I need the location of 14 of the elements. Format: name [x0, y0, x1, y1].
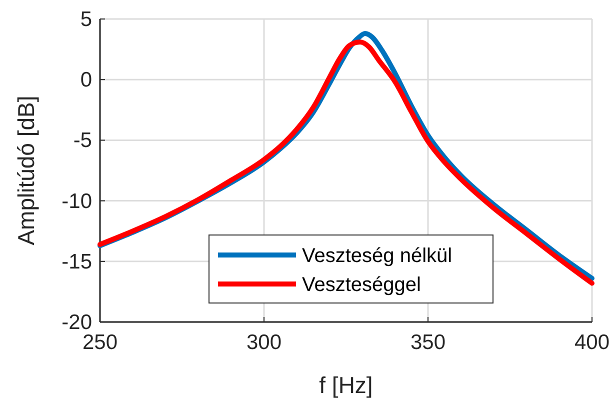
y-axis-title: Amplitúdó [dB] [13, 96, 39, 246]
y-tick-label: -5 [73, 129, 92, 152]
y-tick-label: 5 [80, 8, 92, 31]
y-tick-label: 0 [80, 68, 92, 92]
x-tick-label: 350 [410, 331, 446, 354]
y-tick-label: -15 [62, 250, 92, 274]
x-axis-title: f [Hz] [319, 372, 373, 398]
y-tick-label: -20 [62, 311, 92, 334]
legend-label: Veszteség nélkül [302, 245, 452, 267]
x-tick-label: 300 [246, 331, 282, 354]
x-tick-label: 250 [82, 331, 118, 354]
legend-label: Veszteséggel [302, 274, 421, 296]
y-tick-label: -10 [62, 190, 92, 213]
x-tick-label: 400 [574, 331, 610, 354]
